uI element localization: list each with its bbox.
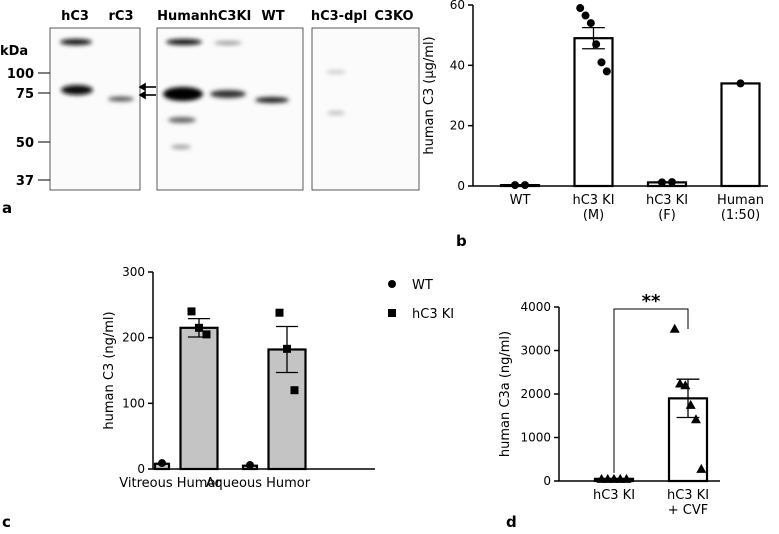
lane-label: hC3 <box>61 9 89 24</box>
bar <box>179 326 219 471</box>
y-axis-label: human C3 (ng/ml) <box>102 311 117 429</box>
bar <box>573 37 614 188</box>
data-point <box>511 181 519 190</box>
y-tick-label: 0 <box>543 474 551 488</box>
y-tick-label: 0 <box>137 462 145 476</box>
panel-label: a <box>2 199 12 217</box>
blot-frame <box>156 27 304 191</box>
y-tick-label: 200 <box>122 331 145 345</box>
data-point <box>195 323 203 332</box>
x-tick-label: WT <box>510 193 531 208</box>
lane-label: WT <box>261 9 284 24</box>
y-tick-label: 100 <box>122 396 145 410</box>
data-point <box>668 178 676 187</box>
data-point <box>187 307 196 316</box>
panel-label: d <box>506 513 517 531</box>
data-point <box>602 67 611 76</box>
x-tick-label: Aqueous Humor <box>206 476 311 491</box>
lane-label: rC3 <box>109 9 134 24</box>
data-point <box>158 459 166 468</box>
data-point <box>675 378 686 388</box>
data-point <box>690 414 701 424</box>
blot-frame <box>49 27 141 191</box>
marker-label: 100 <box>7 67 34 82</box>
data-point <box>696 463 707 473</box>
x-tick-label: Vitreous Humor <box>119 476 221 491</box>
data-point <box>388 309 396 317</box>
x-tick-label: hC3 KI (M) <box>572 193 614 223</box>
marker-label: 37 <box>16 174 34 189</box>
data-point <box>576 4 585 13</box>
y-tick-label: 0 <box>457 179 465 193</box>
bands <box>60 39 346 149</box>
y-tick-label: 40 <box>450 58 465 72</box>
y-tick-label: 20 <box>450 119 465 133</box>
data-point <box>246 461 254 470</box>
lane-label: C3KO <box>374 9 413 24</box>
data-point <box>680 380 691 390</box>
significance-bracket <box>613 308 689 473</box>
bar <box>499 183 541 188</box>
y-tick-label: 3000 <box>520 344 551 358</box>
panel-label: c <box>2 513 11 531</box>
y-tick-label: 2000 <box>520 387 551 401</box>
lane-label: hC3-dpl <box>311 9 367 24</box>
y-tick-label: 4000 <box>520 300 551 314</box>
data-point <box>685 399 696 409</box>
legend-label: hC3 KI <box>412 307 454 322</box>
marker-label: 75 <box>16 87 34 102</box>
data-point <box>388 280 396 288</box>
kda-label: kDa <box>0 44 28 59</box>
data-point <box>658 178 666 187</box>
legend-label: WT <box>412 278 433 293</box>
lane-label: hC3KI <box>209 9 252 24</box>
western-blot: kDa 100 75 50 37 hC3 rC3 Human hC3KI WT … <box>0 9 420 191</box>
y-axis-label: human C3a (ng/ml) <box>498 331 513 457</box>
arrows <box>138 82 156 100</box>
panel-label: b <box>456 232 467 250</box>
x-tick-label: Human (1:50) <box>717 193 764 223</box>
x-tick-label: hC3 KI + CVF <box>667 488 709 518</box>
data-point <box>521 181 529 190</box>
x-tick-label: hC3 KI <box>593 488 635 503</box>
y-tick-label: 300 <box>122 265 145 279</box>
data-point <box>290 386 299 395</box>
significance-label: ** <box>642 291 661 312</box>
y-tick-label: 60 <box>450 0 465 12</box>
data-point <box>736 79 745 88</box>
data-point <box>283 344 291 353</box>
marker-label: 50 <box>16 136 34 151</box>
data-point <box>202 330 211 339</box>
data-point <box>621 473 632 483</box>
data-point <box>586 19 595 28</box>
data-point <box>669 323 680 333</box>
data-point <box>597 58 606 67</box>
data-point <box>581 11 590 20</box>
data-point <box>275 308 284 317</box>
blot-frame <box>311 27 420 191</box>
data-point <box>592 40 601 49</box>
lane-label: Human <box>157 9 209 24</box>
y-tick-label: 1000 <box>520 431 551 445</box>
bar <box>720 82 761 188</box>
x-tick-label: hC3 KI (F) <box>646 193 688 223</box>
y-axis-label: human C3 (µg/ml) <box>422 36 437 154</box>
